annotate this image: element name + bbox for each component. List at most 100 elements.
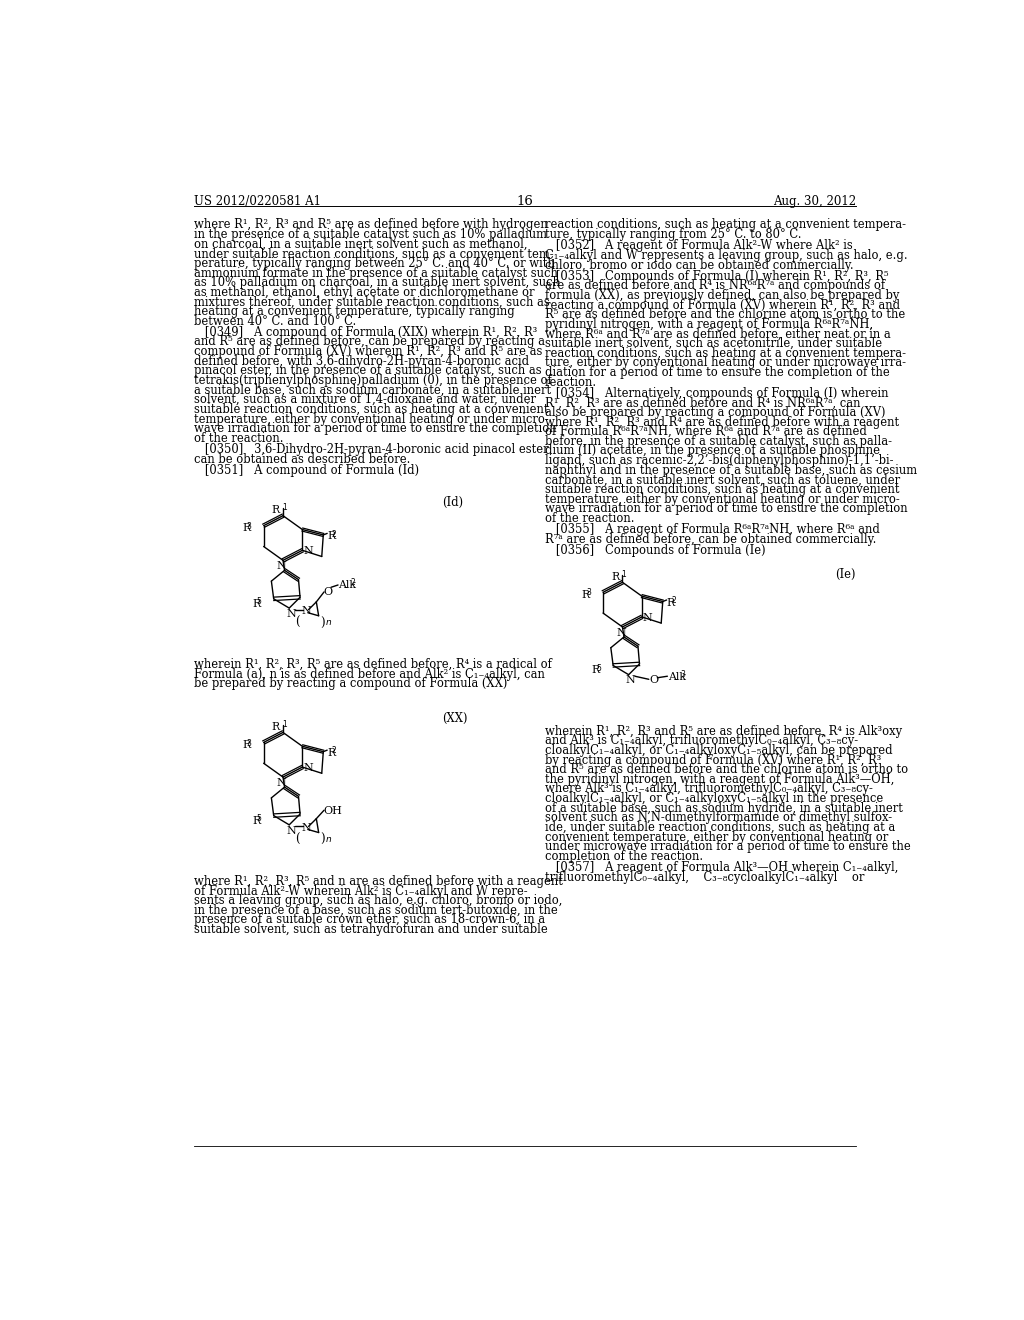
Text: reaction conditions, such as heating at a convenient tempera-: reaction conditions, such as heating at … [545,347,906,359]
Text: ): ) [321,833,325,846]
Text: R: R [252,816,260,825]
Text: [0357]   A reagent of Formula Alk³—OH wherein C₁₋₄alkyl,: [0357] A reagent of Formula Alk³—OH wher… [545,861,898,874]
Text: wave irradiation for a period of time to ensure the completion: wave irradiation for a period of time to… [545,502,907,515]
Text: 2: 2 [332,746,337,755]
Text: 2: 2 [672,597,676,605]
Text: 3: 3 [247,521,252,531]
Text: wherein R¹, R², R³, R⁵ are as defined before, R⁴ is a radical of: wherein R¹, R², R³, R⁵ are as defined be… [194,659,552,671]
Text: R⁷ᵃ are as defined before, can be obtained commercially.: R⁷ᵃ are as defined before, can be obtain… [545,533,877,545]
Text: [0353]   Compounds of Formula (I) wherein R¹, R², R³, R⁵: [0353] Compounds of Formula (I) wherein … [545,269,889,282]
Text: temperature, either by conventional heating or under micro-: temperature, either by conventional heat… [545,492,900,506]
Text: trifluoromethylC₀₋₄alkyl,    C₃₋₈cycloalkylC₁₋₄alkyl    or: trifluoromethylC₀₋₄alkyl, C₃₋₈cycloalkyl… [545,871,864,883]
Text: compound of Formula (XV) wherein R¹, R², R³ and R⁵ are as: compound of Formula (XV) wherein R¹, R²,… [194,345,543,358]
Text: the pyridinyl nitrogen, with a reagent of Formula Alk³—OH,: the pyridinyl nitrogen, with a reagent o… [545,774,894,785]
Text: [0350]   3,6-Dihydro-2H-pyran-4-boronic acid pinacol ester: [0350] 3,6-Dihydro-2H-pyran-4-boronic ac… [194,444,549,455]
Text: (Id): (Id) [442,496,463,510]
Text: cloalkylC₁₋₄alkyl, or C₁₋₄alkyloxyC₁₋₅alkyl, can be prepared: cloalkylC₁₋₄alkyl, or C₁₋₄alkyloxyC₁₋₅al… [545,744,893,756]
Text: Alk: Alk [338,579,356,590]
Text: and R⁵ are as defined before, can be prepared by reacting a: and R⁵ are as defined before, can be pre… [194,335,545,348]
Text: 2: 2 [332,529,337,539]
Text: chloro, bromo or iodo can be obtained commercially.: chloro, bromo or iodo can be obtained co… [545,259,854,272]
Text: N: N [286,609,296,619]
Text: [0354]   Alternatively, compounds of Formula (I) wherein: [0354] Alternatively, compounds of Formu… [545,387,889,400]
Text: 1: 1 [283,503,287,512]
Text: where Alk³ is C₁₋₄alkyl, trifluoromethylC₀₋₄alkyl, C₃₋₈cy-: where Alk³ is C₁₋₄alkyl, trifluoromethyl… [545,783,872,796]
Text: can be obtained as described before.: can be obtained as described before. [194,453,411,466]
Text: sents a leaving group, such as halo, e.g. chloro, bromo or iodo,: sents a leaving group, such as halo, e.g… [194,894,562,907]
Text: wave irradiation for a period of time to ensure the completion: wave irradiation for a period of time to… [194,422,556,436]
Text: ide, under suitable reaction conditions, such as heating at a: ide, under suitable reaction conditions,… [545,821,895,834]
Text: O: O [649,676,658,685]
Text: carbonate, in a suitable inert solvent, such as toluene, under: carbonate, in a suitable inert solvent, … [545,474,900,486]
Text: of the reaction.: of the reaction. [545,512,635,525]
Text: N: N [276,561,287,572]
Text: 3: 3 [247,739,252,747]
Text: heating at a convenient temperature, typically ranging: heating at a convenient temperature, typ… [194,305,515,318]
Text: US 2012/0220581 A1: US 2012/0220581 A1 [194,195,321,209]
Text: suitable solvent, such as tetrahydrofuran and under suitable: suitable solvent, such as tetrahydrofura… [194,923,548,936]
Text: N: N [643,612,652,623]
Text: ture, either by conventional heating or under microwave irra-: ture, either by conventional heating or … [545,356,906,370]
Text: N: N [303,763,313,774]
Text: reacting a compound of Formula (XV) wherein R¹, R², R³ and: reacting a compound of Formula (XV) wher… [545,298,900,312]
Text: 5: 5 [596,664,601,673]
Text: ture, typically ranging from 25° C. to 80° C.: ture, typically ranging from 25° C. to 8… [545,228,802,242]
Text: N: N [276,777,287,788]
Text: 2: 2 [350,578,355,587]
Text: convenient temperature, either by conventional heating or: convenient temperature, either by conven… [545,830,888,843]
Text: between 40° C. and 100° C.: between 40° C. and 100° C. [194,314,356,327]
Text: be prepared by reacting a compound of Formula (XX): be prepared by reacting a compound of Fo… [194,677,507,690]
Text: and Alk³ is C₁₋₄alkyl, trifluoromethylC₀₋₄alkyl, C₃₋₈cy-: and Alk³ is C₁₋₄alkyl, trifluoromethylC₀… [545,734,858,747]
Text: (: ( [295,615,300,628]
Text: naphthyl and in the presence of a suitable base, such as cesium: naphthyl and in the presence of a suitab… [545,463,918,477]
Text: 1: 1 [622,570,627,579]
Text: ammonium formate in the presence of a suitable catalyst such: ammonium formate in the presence of a su… [194,267,558,280]
Text: N: N [286,825,296,836]
Text: n: n [326,618,332,627]
Text: Formula (a), n is as defined before and Alk² is C₁₋₄alkyl, can: Formula (a), n is as defined before and … [194,668,545,681]
Text: R: R [667,598,675,607]
Text: pyridinyl nitrogen, with a reagent of Formula R⁶ᵃR⁷ᵃNH,: pyridinyl nitrogen, with a reagent of Fo… [545,318,873,331]
Text: where R¹, R², R³ and R⁴ are as defined before with a reagent: where R¹, R², R³ and R⁴ are as defined b… [545,416,899,429]
Text: a suitable base, such as sodium carbonate, in a suitable inert: a suitable base, such as sodium carbonat… [194,384,551,396]
Text: formula (XX), as previously defined, can also be prepared by: formula (XX), as previously defined, can… [545,289,899,302]
Text: R: R [582,590,590,601]
Text: and R⁵ are as defined before and the chlorine atom is ortho to: and R⁵ are as defined before and the chl… [545,763,908,776]
Text: OH: OH [324,805,342,816]
Text: R: R [252,599,260,609]
Text: Aug. 30, 2012: Aug. 30, 2012 [772,195,856,209]
Text: dium (II) acetate, in the presence of a suitable phosphine: dium (II) acetate, in the presence of a … [545,445,880,458]
Text: R: R [242,524,250,533]
Text: R: R [592,665,600,676]
Text: suitable reaction conditions, such as heating at a convenient: suitable reaction conditions, such as he… [194,403,549,416]
Text: under microwave irradiation for a period of time to ensure the: under microwave irradiation for a period… [545,841,910,853]
Text: perature, typically ranging between 25° C. and 40° C. or with: perature, typically ranging between 25° … [194,257,555,271]
Text: suitable inert solvent, such as acetonitrile, under suitable: suitable inert solvent, such as acetonit… [545,337,882,350]
Text: (Ie): (Ie) [836,569,856,581]
Text: [0351]   A compound of Formula (Id): [0351] A compound of Formula (Id) [194,463,419,477]
Text: where R⁶ᵃ and R⁷ᵃ are as defined before, either neat or in a: where R⁶ᵃ and R⁷ᵃ are as defined before,… [545,327,891,341]
Text: of a suitable base, such as sodium hydride, in a suitable inert: of a suitable base, such as sodium hydri… [545,801,903,814]
Text: diation for a period of time to ensure the completion of the: diation for a period of time to ensure t… [545,366,890,379]
Text: [0356]   Compounds of Formula (Ie): [0356] Compounds of Formula (Ie) [545,544,766,557]
Text: R: R [271,722,280,731]
Text: Alk: Alk [669,672,686,681]
Text: presence of a suitable crown ether, such as 18-crown-6, in a: presence of a suitable crown ether, such… [194,913,545,927]
Text: N: N [303,546,313,557]
Text: as methanol, ethanol, ethyl acetate or dichloromethane or: as methanol, ethanol, ethyl acetate or d… [194,286,535,298]
Text: [0352]   A reagent of Formula Alk²-W where Alk² is: [0352] A reagent of Formula Alk²-W where… [545,239,853,252]
Text: by reacting a compound of Formula (XV) where R¹, R², R³: by reacting a compound of Formula (XV) w… [545,754,882,767]
Text: solvent, such as a mixture of 1,4-dioxane and water, under: solvent, such as a mixture of 1,4-dioxan… [194,393,536,407]
Text: on charcoal, in a suitable inert solvent such as methanol,: on charcoal, in a suitable inert solvent… [194,238,527,251]
Text: of Formula R⁶ᵃR⁷ᵃNH, where R⁶ᵃ and R⁷ᵃ are as defined: of Formula R⁶ᵃR⁷ᵃNH, where R⁶ᵃ and R⁷ᵃ a… [545,425,867,438]
Text: N: N [616,628,626,638]
Text: R¹, R², R³ are as defined before and R⁴ is NR⁶ᵃR⁷ᵃ, can: R¹, R², R³ are as defined before and R⁴ … [545,396,860,409]
Text: where R¹, R², R³, R⁵ and n are as defined before with a reagent: where R¹, R², R³, R⁵ and n are as define… [194,875,563,888]
Text: where R¹, R², R³ and R⁵ are as defined before with hydrogen: where R¹, R², R³ and R⁵ are as defined b… [194,218,548,231]
Text: solvent such as N,N-dimethylformamide or dimethyl sulfox-: solvent such as N,N-dimethylformamide or… [545,812,892,825]
Text: in the presence of a suitable catalyst such as 10% palladium: in the presence of a suitable catalyst s… [194,228,547,242]
Text: R: R [271,506,280,515]
Text: R: R [611,572,620,582]
Text: of Formula Alk²-W wherein Alk² is C₁₋₄alkyl and W repre-: of Formula Alk²-W wherein Alk² is C₁₋₄al… [194,884,527,898]
Text: [0355]   A reagent of Formula R⁶ᵃR⁷ᵃNH, where R⁶ᵃ and: [0355] A reagent of Formula R⁶ᵃR⁷ᵃNH, wh… [545,523,880,536]
